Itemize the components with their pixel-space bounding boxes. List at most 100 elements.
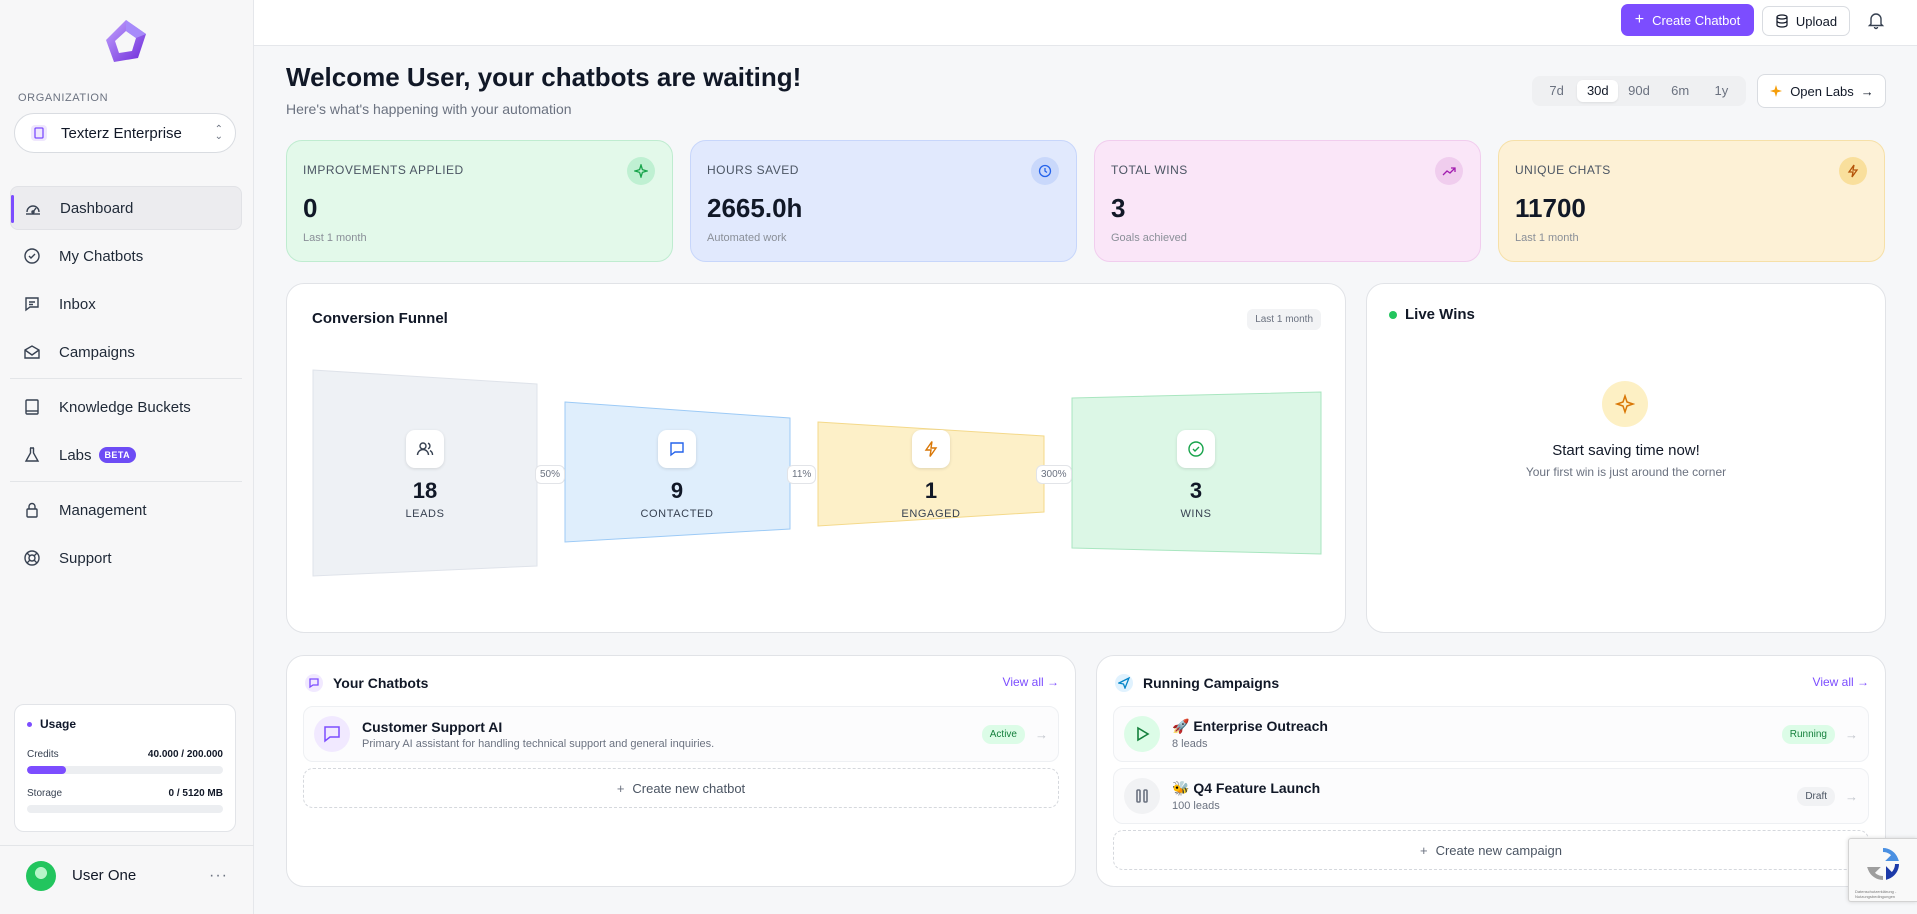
usage-title-text: Usage	[40, 717, 77, 731]
sparkle-icon	[1602, 381, 1648, 427]
user-name: User One	[72, 867, 137, 884]
message-square-icon	[658, 430, 696, 468]
status-badge: Active	[981, 724, 1025, 744]
sidebar-item-inbox[interactable]: Inbox	[10, 282, 242, 326]
campaigns-card-header: Running Campaigns	[1115, 674, 1279, 692]
range-7d[interactable]: 7d	[1549, 83, 1564, 98]
plus-icon: +	[616, 780, 625, 796]
funnel-segment-contacted	[564, 401, 791, 543]
sidebar-item-support[interactable]: Support	[10, 536, 242, 580]
stage-value: 18	[412, 478, 438, 503]
conversion-rate-contacted-engaged: 11%	[787, 465, 817, 484]
campaign-info: 🚀 Enterprise Outreach 8 leads	[1172, 718, 1782, 750]
arrow-right-icon: →	[1845, 726, 1858, 742]
beta-badge: BETA	[98, 447, 136, 463]
stage-value: 3	[1189, 478, 1203, 503]
chatbot-row[interactable]: Customer Support AI Primary AI assistant…	[303, 706, 1059, 762]
create-chatbot-button[interactable]: + Create Chatbot	[1621, 4, 1754, 36]
check-circle-icon	[1177, 430, 1215, 468]
building-icon	[31, 125, 47, 141]
stat-title: TOTAL WINS	[1111, 163, 1188, 177]
open-labs-button[interactable]: Open Labs →	[1757, 74, 1886, 108]
sidebar-item-label: Knowledge Buckets	[59, 398, 191, 416]
book-icon	[23, 398, 41, 416]
storage-value: 0 / 5120 MB	[168, 788, 223, 799]
stage-label: CONTACTED	[640, 508, 714, 520]
funnel-segment-engaged	[817, 421, 1045, 527]
message-square-icon	[23, 295, 41, 313]
campaign-name: 🚀 Enterprise Outreach	[1172, 718, 1328, 734]
stat-value: 2665.0h	[707, 193, 803, 223]
funnel-stage-contacted[interactable]: 9 CONTACTED	[617, 430, 737, 520]
sidebar-item-management[interactable]: Management	[10, 488, 242, 532]
sidebar-item-label: Inbox	[59, 295, 96, 313]
create-new-campaign-button[interactable]: + Create new campaign	[1113, 830, 1869, 870]
sidebar-item-dashboard[interactable]: Dashboard	[10, 186, 242, 230]
database-icon	[1776, 14, 1788, 28]
your-chatbots-card: Your Chatbots View all → Customer Suppor…	[286, 655, 1076, 887]
range-6m[interactable]: 6m	[1671, 83, 1690, 98]
recaptcha-links[interactable]: Datenschutzerklärung - Nutzungsbedingung…	[1855, 889, 1897, 899]
sidebar-item-label: Campaigns	[59, 343, 135, 361]
bolt-icon	[912, 430, 950, 468]
trending-up-icon	[1435, 157, 1463, 185]
sidebar-item-labs[interactable]: Labs BETA	[10, 433, 242, 477]
upload-button[interactable]: Upload	[1762, 6, 1850, 36]
funnel-stage-leads[interactable]: 18 LEADS	[365, 430, 485, 520]
check-circle-icon	[23, 247, 41, 265]
stage-value: 1	[924, 478, 938, 503]
sidebar-item-my-chatbots[interactable]: My Chatbots	[10, 234, 242, 278]
stat-card-unique-chats[interactable]: UNIQUE CHATS 11700 Last 1 month	[1498, 140, 1885, 262]
organization-select[interactable]: Texterz Enterprise ⌃ ⌄	[14, 113, 236, 153]
bell-icon[interactable]	[1866, 10, 1886, 30]
credits-progress-fill	[27, 766, 67, 774]
create-new-chatbot-label: Create new chatbot	[632, 780, 746, 796]
conversion-funnel-card: Conversion Funnel Last 1 month 18 LEADS …	[286, 283, 1346, 633]
sidebar-item-campaigns[interactable]: Campaigns	[10, 330, 242, 374]
credits-progress-bar	[27, 766, 223, 774]
stat-value: 0	[303, 193, 318, 223]
more-options-icon[interactable]: ···	[209, 866, 228, 884]
funnel-title: Conversion Funnel	[312, 310, 448, 327]
campaign-leads: 100 leads	[1172, 800, 1220, 812]
create-new-chatbot-button[interactable]: + Create new chatbot	[303, 768, 1059, 808]
stat-title: IMPROVEMENTS APPLIED	[303, 163, 464, 177]
user-menu[interactable]: User One ···	[0, 845, 254, 905]
campaigns-view-all-link[interactable]: View all →	[1812, 675, 1869, 689]
send-icon	[1115, 674, 1133, 692]
range-1y[interactable]: 1y	[1714, 83, 1729, 98]
funnel-stage-wins[interactable]: 3 WINS	[1136, 430, 1256, 520]
organization-label: ORGANIZATION	[18, 92, 109, 104]
stat-card-total-wins[interactable]: TOTAL WINS 3 Goals achieved	[1094, 140, 1481, 262]
arrow-right-icon: →	[1845, 788, 1858, 804]
credits-value: 40.000 / 200.000	[147, 749, 223, 760]
clock-icon	[1031, 157, 1059, 185]
stat-card-improvements[interactable]: IMPROVEMENTS APPLIED 0 Last 1 month	[286, 140, 673, 262]
dashboard-icon	[24, 199, 42, 217]
campaign-name: 🐝 Q4 Feature Launch	[1172, 780, 1321, 796]
storage-label: Storage	[27, 788, 63, 799]
empty-state-heading: Start saving time now!	[1552, 442, 1700, 459]
usage-panel: Usage Credits 40.000 / 200.000 Storage 0…	[14, 704, 236, 832]
arrow-right-icon: →	[1035, 726, 1048, 742]
sidebar-item-label: Management	[59, 501, 147, 519]
app-logo[interactable]	[104, 18, 148, 64]
usage-dot	[27, 721, 32, 727]
stat-card-hours-saved[interactable]: HOURS SAVED 2665.0h Automated work	[690, 140, 1077, 262]
avatar	[26, 860, 56, 891]
campaign-row[interactable]: 🚀 Enterprise Outreach 8 leads Running →	[1113, 706, 1869, 762]
stat-note: Goals achieved	[1111, 232, 1187, 244]
stat-note: Last 1 month	[303, 232, 367, 244]
stat-note: Last 1 month	[1515, 232, 1579, 244]
flask-icon	[23, 446, 41, 464]
range-30d[interactable]: 30d	[1577, 80, 1619, 102]
nav-divider	[10, 378, 242, 379]
range-90d[interactable]: 90d	[1628, 83, 1650, 98]
chatbots-view-all-link[interactable]: View all →	[1002, 675, 1059, 689]
recaptcha-badge[interactable]: Datenschutzerklärung - Nutzungsbedingung…	[1848, 838, 1917, 902]
sparkle-icon	[1770, 85, 1783, 97]
funnel-stage-engaged[interactable]: 1 ENGAGED	[871, 430, 991, 520]
chatbot-name: Customer Support AI	[362, 718, 503, 735]
campaign-row[interactable]: 🐝 Q4 Feature Launch 100 leads Draft →	[1113, 768, 1869, 824]
sidebar-item-knowledge-buckets[interactable]: Knowledge Buckets	[10, 385, 242, 429]
